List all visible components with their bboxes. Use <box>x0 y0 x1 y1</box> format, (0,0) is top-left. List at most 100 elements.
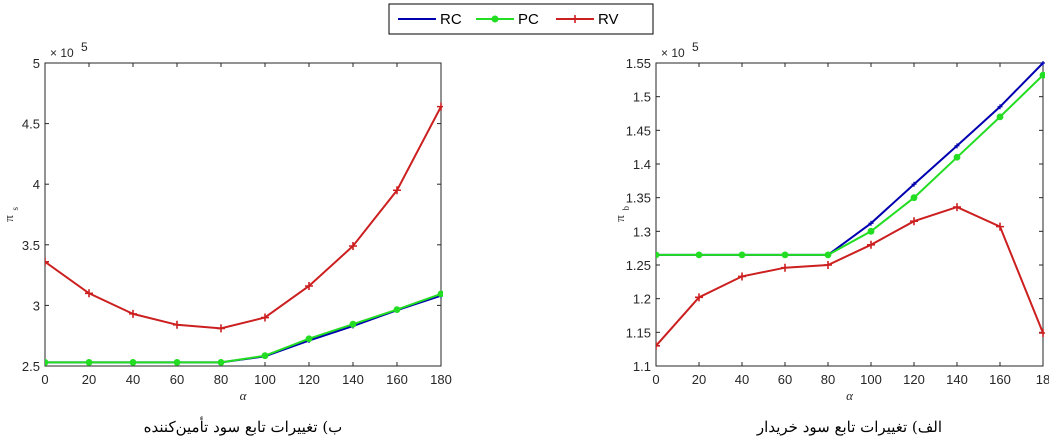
point-rv <box>953 203 961 212</box>
point-pc <box>173 358 181 366</box>
y-axis-label: πb <box>612 206 631 222</box>
legend-label-pc: PC <box>518 11 539 28</box>
series-pc <box>45 290 443 366</box>
y-tick-label: 1.15 <box>626 325 651 340</box>
y-tick-label: 1.25 <box>626 258 651 273</box>
point-rv <box>349 242 357 251</box>
series-rv <box>656 203 1045 350</box>
point-pc <box>910 194 918 202</box>
x-tick-label: 160 <box>386 372 408 387</box>
point-pc <box>437 290 443 298</box>
series-rc <box>656 61 1045 258</box>
point-rv <box>824 261 832 269</box>
chart-buyer-profit: 0 20 40 60 80 100 120 140 160 18 1.1 1.15 1.2 1.25 1.3… <box>612 40 1049 436</box>
legend-marker-pc <box>491 15 499 23</box>
legend-marker-rv <box>571 15 579 23</box>
point-pc <box>393 306 401 314</box>
x-tick-label: 40 <box>126 372 140 387</box>
legend: RC PC RV <box>388 3 654 35</box>
y-tick-label: 1.1 <box>633 359 651 374</box>
x-tick-label: 120 <box>298 372 320 387</box>
point-rv <box>261 313 269 322</box>
point-pc <box>45 358 49 366</box>
series-line-rc <box>45 294 442 364</box>
y-tick-label: 1.45 <box>626 123 651 138</box>
y-tick-label: 1.5 <box>633 90 651 105</box>
legend-label-rv: RV <box>598 11 619 28</box>
point-pc <box>867 227 875 235</box>
y-tick-label: 5 <box>33 56 40 71</box>
x-axis-label: α <box>846 388 854 403</box>
y-exponent-power: 5 <box>692 40 699 54</box>
series-rc <box>45 293 443 365</box>
chart-caption: الف) تغییرات تابع سود خریدار <box>756 418 942 436</box>
series-line-rv <box>45 106 442 330</box>
point-rc <box>911 181 917 187</box>
point-pc <box>738 251 746 259</box>
x-tick-label: 18 <box>1036 372 1049 387</box>
y-tick-label: 4.5 <box>22 117 40 132</box>
x-tick-label: 0 <box>41 372 48 387</box>
series-pc <box>656 71 1045 259</box>
series-line-pc <box>656 74 1044 256</box>
x-axis-label: α <box>240 388 248 403</box>
point-rv <box>217 324 225 333</box>
y-axis-label: πs <box>1 207 20 222</box>
series-line-rc <box>656 62 1044 256</box>
point-rv <box>129 309 137 318</box>
point-rv <box>173 320 181 329</box>
x-tick-label: 80 <box>214 372 228 387</box>
point-rv <box>85 289 93 298</box>
point-pc <box>305 335 313 343</box>
point-rv <box>45 257 49 266</box>
point-pc <box>1039 71 1045 79</box>
point-pc <box>349 320 357 328</box>
point-pc <box>953 153 961 161</box>
y-exponent-label: × 10 <box>661 46 685 60</box>
point-rv <box>867 240 875 249</box>
chart-caption: ب) تغییرات تابع سود تأمین‌کننده <box>144 417 343 436</box>
point-pc <box>261 352 269 360</box>
y-axis-label-subscript: b <box>621 206 631 211</box>
point-pc <box>996 113 1004 121</box>
plot-area-frame <box>44 62 442 367</box>
x-tick-label: 0 <box>652 372 659 387</box>
point-rc <box>954 143 960 149</box>
point-pc <box>85 358 93 366</box>
series-line-pc <box>45 292 442 364</box>
point-rc <box>868 220 874 226</box>
point-rv <box>437 102 443 111</box>
y-tick-label: 1.4 <box>633 157 651 172</box>
x-tick-label: 60 <box>170 372 184 387</box>
y-tick-label: 2.5 <box>22 359 40 374</box>
point-pc <box>824 251 832 259</box>
point-pc <box>695 251 703 259</box>
point-rv <box>996 222 1004 231</box>
point-rv <box>1039 329 1045 338</box>
series-rv <box>45 102 443 333</box>
point-rv <box>781 263 789 272</box>
x-tick-label: 100 <box>254 372 276 387</box>
plot-area-frame <box>655 62 1044 367</box>
y-tick-label: 3 <box>33 298 40 313</box>
y-tick-label: 1.2 <box>633 292 651 307</box>
y-tick-label: 1.35 <box>626 191 651 206</box>
y-axis-label-symbol: π <box>612 215 627 222</box>
y-axis-label-subscript: s <box>10 207 20 211</box>
point-pc <box>656 251 660 259</box>
x-tick-label: 180 <box>430 372 452 387</box>
y-axis-label-symbol: π <box>1 215 16 222</box>
x-tick-label: 20 <box>82 372 96 387</box>
x-tick-label: 160 <box>989 372 1011 387</box>
point-rv <box>656 341 660 350</box>
point-rv <box>305 282 313 291</box>
point-pc <box>129 358 137 366</box>
y-tick-label: 3.5 <box>22 238 40 253</box>
x-tick-label: 100 <box>860 372 882 387</box>
legend-label-rc: RC <box>440 11 462 28</box>
x-tick-label: 60 <box>778 372 792 387</box>
y-tick-label: 1.3 <box>633 224 651 239</box>
x-tick-label: 140 <box>342 372 364 387</box>
x-tick-label: 140 <box>946 372 968 387</box>
